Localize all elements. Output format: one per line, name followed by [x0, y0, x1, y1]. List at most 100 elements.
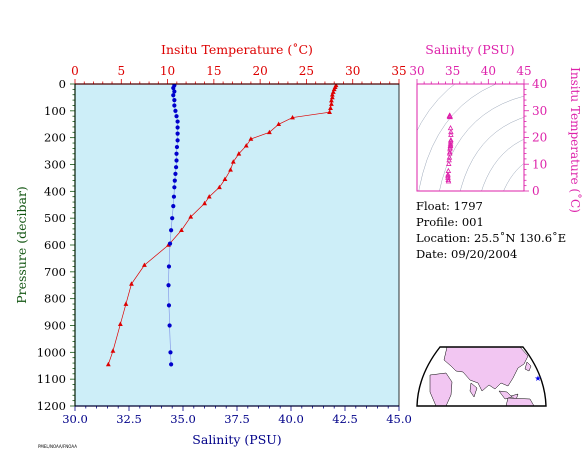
inset-plot-frame: [416, 83, 525, 192]
temperature-point: [329, 92, 335, 97]
location-map: ★: [416, 346, 547, 407]
left-axis-tick-label: 300: [44, 158, 66, 172]
salinity-point: [171, 93, 176, 98]
density-isoline: [503, 163, 524, 191]
left-axis-tick-label: 1000: [37, 345, 66, 359]
salinity-point: [167, 241, 173, 246]
credit-text: PMEL/NOAA/FNOAA: [38, 444, 77, 449]
bottom-axis-tick-label: 45.0: [386, 412, 412, 426]
temperature-point: [228, 167, 233, 172]
map-land: [429, 347, 535, 406]
bottom-axis-tick-label: 42.5: [332, 412, 358, 426]
density-isoline: [417, 84, 456, 132]
salinity-point: [175, 131, 180, 136]
density-isoline: [439, 95, 524, 191]
inset-right-axis-label: Insitu Temperature (˚C): [568, 67, 583, 213]
bottom-axis-tick-label: 35.0: [170, 412, 196, 426]
temperature-point: [142, 262, 147, 267]
bottom-axis-tick-label: 40.0: [278, 412, 304, 426]
salinity-point: [166, 303, 172, 308]
salinity-point: [170, 216, 175, 221]
salinity-point: [174, 151, 179, 156]
inset-top-tick-label: 45: [516, 64, 531, 78]
left-axis-tick-label: 200: [44, 131, 66, 145]
bottom-axis-tick-label: 30.0: [62, 412, 88, 426]
salinity-point: [171, 194, 177, 199]
left-axis-tick-label: 900: [44, 319, 66, 333]
temperature-point: [230, 159, 236, 164]
density-isoline: [460, 117, 524, 191]
left-axis-tick-label: 800: [44, 292, 66, 306]
salinity-point: [173, 108, 178, 113]
inset-right-tick-label: 0: [532, 184, 540, 198]
temperature-point: [243, 143, 249, 148]
inset-plot-background: [417, 84, 524, 191]
float-location: Location: 25.5˚N 130.6˚E: [416, 231, 567, 245]
temperature-point: [328, 105, 333, 110]
top-axis-tick-label: 35: [391, 64, 406, 78]
temperature-point: [290, 114, 295, 120]
salinity-point: [171, 85, 176, 91]
main-plot-frame: [74, 83, 400, 407]
bottom-axis-tick-label: 37.5: [224, 412, 250, 426]
inset-top-tick-label: 35: [445, 64, 460, 78]
salinity-point: [171, 203, 176, 209]
salinity-point: [175, 119, 180, 124]
salinity-point: [172, 98, 177, 103]
left-axis-tick-label: 0: [59, 77, 66, 91]
top-axis-tick-label: 10: [160, 64, 175, 78]
temperature-point: [276, 121, 282, 127]
float-info-panel: Float: 1797 Profile: 001 Location: 25.5˚…: [416, 198, 566, 262]
ts-point: [448, 131, 454, 137]
left-axis-tick-label: 400: [44, 184, 66, 198]
temperature-point: [129, 281, 134, 286]
left-axis-tick-label: 100: [44, 104, 66, 118]
salinity-point: [173, 171, 178, 176]
left-axis-tick-label: 1200: [37, 399, 66, 413]
map-frame: [416, 346, 547, 407]
ts-point: [448, 129, 454, 135]
inset-right-tick-label: 20: [532, 131, 547, 145]
temperature-point: [110, 348, 116, 353]
inset-right-tick-label: 10: [532, 157, 547, 171]
float-location-marker: ★: [534, 374, 541, 383]
salinity-point: [167, 323, 172, 328]
temperature-point: [206, 194, 212, 199]
inset-right-tick-label: 40: [532, 77, 547, 91]
left-axis-tick-label: 1100: [37, 372, 66, 386]
salinity-point: [174, 144, 180, 150]
temperature-point: [329, 94, 335, 100]
temperature-point: [248, 136, 254, 141]
salinity-point: [172, 185, 177, 190]
temperature-point: [117, 321, 123, 326]
salinity-point: [166, 264, 172, 269]
bottom-axis-tick-label: 32.5: [116, 412, 142, 426]
left-axis-tick-label: 700: [44, 265, 66, 279]
left-axis-tick-label: 500: [44, 211, 66, 225]
density-isoline: [481, 139, 524, 191]
temperature-point: [327, 109, 332, 114]
float-id: Float: 1797: [416, 199, 483, 213]
inset-right-tick-label: 30: [532, 104, 547, 118]
top-axis-tick-label: 15: [206, 64, 221, 78]
salinity-point: [173, 165, 179, 170]
temperature-point: [105, 361, 111, 367]
profile-number: Profile: 001: [416, 215, 484, 229]
salinity-point: [169, 228, 174, 233]
inset-top-tick-label: 40: [481, 64, 496, 78]
temperature-point: [329, 98, 334, 103]
temperature-point: [123, 301, 129, 306]
ts-point: [445, 178, 452, 184]
salinity-point: [175, 138, 180, 143]
top-axis-tick-label: 25: [299, 64, 314, 78]
top-axis-label: Insitu Temperature (˚C): [161, 42, 313, 57]
top-axis-tick-label: 5: [117, 64, 125, 78]
bottom-axis-label: Salinity (PSU): [192, 432, 281, 447]
main-plot-background: [75, 84, 399, 406]
inset-plot-series: [445, 112, 454, 184]
salinity-point: [172, 178, 177, 183]
ts-point: [447, 144, 453, 150]
salinity-point: [169, 362, 174, 367]
temperature-point: [267, 129, 272, 135]
